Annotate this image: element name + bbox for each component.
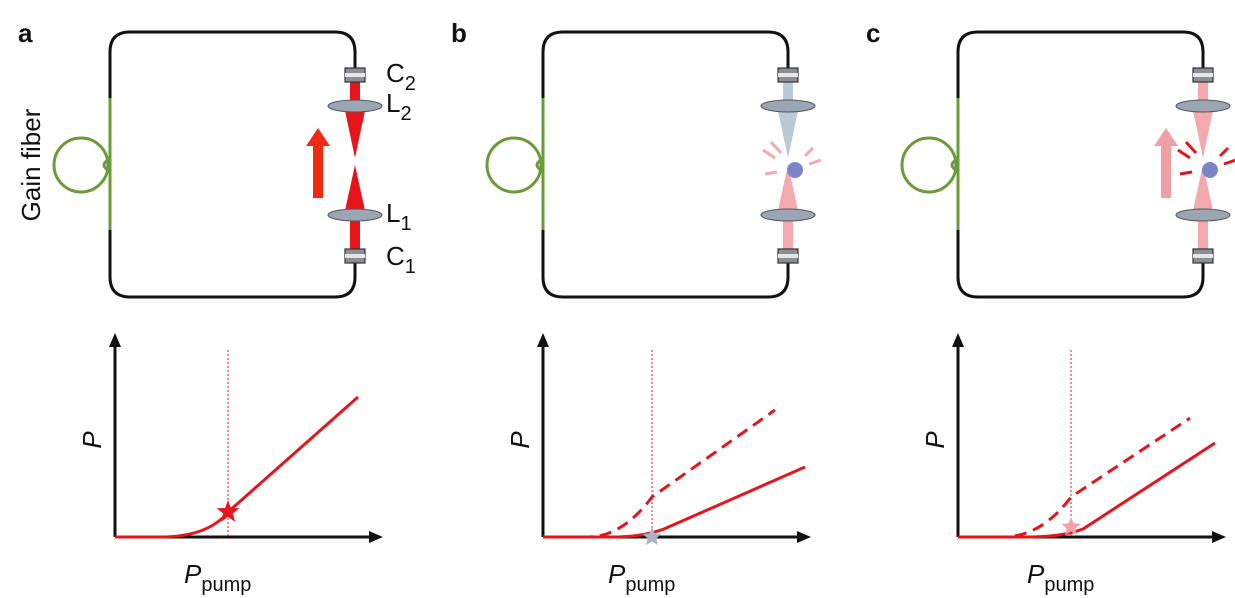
gain-fiber-coil (52, 136, 110, 194)
fiber-loop (956, 30, 1205, 299)
scatter-ray (1218, 146, 1230, 158)
plot: P (920, 333, 1226, 543)
beam (1192, 165, 1214, 215)
scatter-ray (808, 158, 822, 166)
lens (760, 99, 816, 113)
y-axis-label: P (920, 431, 950, 449)
beam (777, 165, 799, 215)
x-axis-label-sub: pump (201, 574, 251, 596)
component-label: C2 (386, 58, 416, 95)
threshold-star (642, 527, 662, 546)
x-axis-label-base: P (1027, 559, 1045, 589)
particle (787, 162, 803, 178)
beam (783, 80, 793, 106)
arrow-head (369, 531, 383, 543)
component-label-sub: 1 (400, 213, 411, 235)
collimator-band (778, 73, 798, 77)
x-axis-label: Ppump (608, 559, 675, 596)
coil-join (535, 158, 542, 172)
collimator-band (1193, 254, 1213, 258)
threshold-star (216, 500, 240, 522)
gain-fiber-coil (900, 136, 958, 194)
lens (760, 208, 816, 222)
beam (783, 215, 793, 251)
collimator-band (345, 254, 365, 258)
scatter-ray (803, 146, 815, 158)
arrow-head (797, 531, 811, 543)
x-axis-label: Ppump (1027, 559, 1094, 596)
beam (350, 80, 360, 106)
y-axis-label: P (77, 431, 107, 449)
power-curve-dashed (543, 408, 776, 539)
direction-arrow (1154, 128, 1178, 198)
fiber-loop (108, 30, 357, 299)
direction-arrow (306, 128, 330, 198)
collimator-band (1193, 73, 1213, 77)
beam (1198, 215, 1208, 251)
panel-label: c (866, 18, 880, 48)
gain-fiber-label: Gain fiber (16, 108, 46, 221)
y-axis-label: P (505, 431, 535, 449)
component-label-base: C (386, 241, 405, 271)
lens (327, 99, 383, 113)
arrow-head (537, 333, 549, 347)
scatter-ray (1184, 140, 1198, 155)
collimator-band (345, 73, 365, 77)
collimator-band (778, 254, 798, 258)
lens (1175, 208, 1231, 222)
scatter-ray (764, 170, 778, 176)
component-label: L2 (386, 88, 412, 125)
component-label-base: C (386, 58, 405, 88)
plot: P (505, 333, 811, 546)
component-label-base: L (386, 198, 400, 228)
fiber-loop (541, 30, 790, 299)
beam (350, 215, 360, 251)
panel-diagram: b (451, 18, 822, 299)
component-label-sub: 2 (400, 103, 411, 125)
component-label-sub: 2 (405, 73, 416, 95)
scatter-ray (1179, 170, 1193, 176)
beam (777, 106, 799, 158)
x-axis-label-base: P (608, 559, 626, 589)
coil-join (102, 158, 109, 172)
lens (1175, 99, 1231, 113)
x-axis-label: Ppump (184, 559, 251, 596)
scatter-ray (1223, 158, 1235, 166)
power-curve (115, 395, 359, 539)
plot: P (77, 333, 383, 543)
lens (327, 208, 383, 222)
component-label: C1 (386, 241, 416, 278)
panel-diagram: a (18, 18, 383, 299)
x-axis-label-sub: pump (1044, 574, 1094, 596)
scatter-ray (1177, 148, 1191, 160)
coil-join (950, 158, 957, 172)
scatter-ray (769, 140, 783, 155)
x-axis-label-base: P (184, 559, 202, 589)
component-label-sub: 1 (405, 256, 416, 278)
panel-diagram: c (866, 18, 1235, 299)
panel-label: a (18, 18, 33, 48)
component-label-base: L (386, 88, 400, 118)
beam (344, 106, 366, 158)
power-curve (958, 441, 1216, 539)
gain-fiber-coil (485, 136, 543, 194)
beam (1198, 80, 1208, 106)
x-axis-label-sub: pump (625, 574, 675, 596)
beam (1192, 106, 1214, 158)
arrow-head (952, 333, 964, 347)
threshold-star (1061, 517, 1081, 536)
power-curve (543, 465, 806, 539)
arrow-head (1212, 531, 1226, 543)
arrow-head (109, 333, 121, 347)
panel-label: b (451, 18, 467, 48)
power-curve-dashed (958, 416, 1191, 539)
particle (1202, 162, 1218, 178)
scatter-ray (762, 148, 776, 160)
component-label: L1 (386, 198, 412, 235)
beam (344, 165, 366, 215)
